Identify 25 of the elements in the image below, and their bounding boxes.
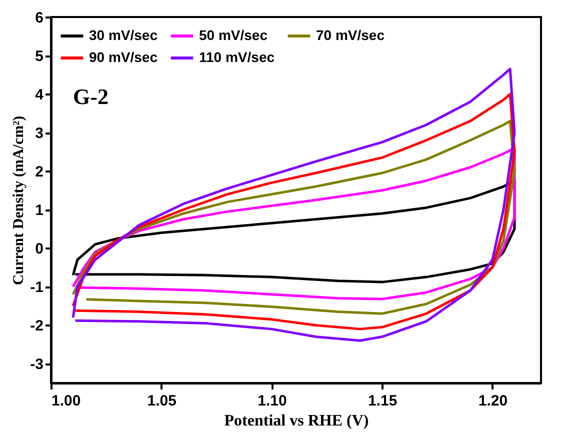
y-tick-label: -2 [30, 318, 44, 335]
x-tick-label: 1.15 [368, 392, 398, 410]
legend-label: 90 mV/sec [89, 49, 158, 65]
x-tick-label: 1.10 [258, 392, 287, 410]
y-axis-title: Current Density (mA/cm²) [11, 116, 28, 286]
x-axis-title: Potential vs RHE (V) [224, 412, 369, 430]
y-tick-label: -3 [30, 356, 44, 374]
x-tick-label: 1.00 [52, 392, 81, 410]
y-tick-label: -1 [30, 279, 44, 296]
y-tick-label: 2 [35, 164, 44, 181]
y-tick-label: 5 [35, 48, 44, 66]
y-tick-label: 1 [35, 202, 44, 220]
legend-label: 50 mV/sec [199, 27, 268, 43]
x-tick-label: 1.05 [147, 392, 176, 410]
y-tick-label: 3 [35, 125, 44, 142]
annotation: G-2 [73, 84, 108, 109]
legend-label: 30 mV/sec [89, 27, 158, 43]
legend-label: 110 mV/sec [199, 49, 275, 65]
line-series [72, 120, 516, 315]
y-tick-label: 0 [35, 240, 44, 258]
x-tick-label: 1.20 [478, 392, 508, 410]
line-series [72, 146, 516, 300]
y-tick-label: 4 [35, 86, 44, 104]
y-tick-label: 6 [35, 10, 44, 26]
legend-label: 70 mV/sec [316, 27, 385, 43]
